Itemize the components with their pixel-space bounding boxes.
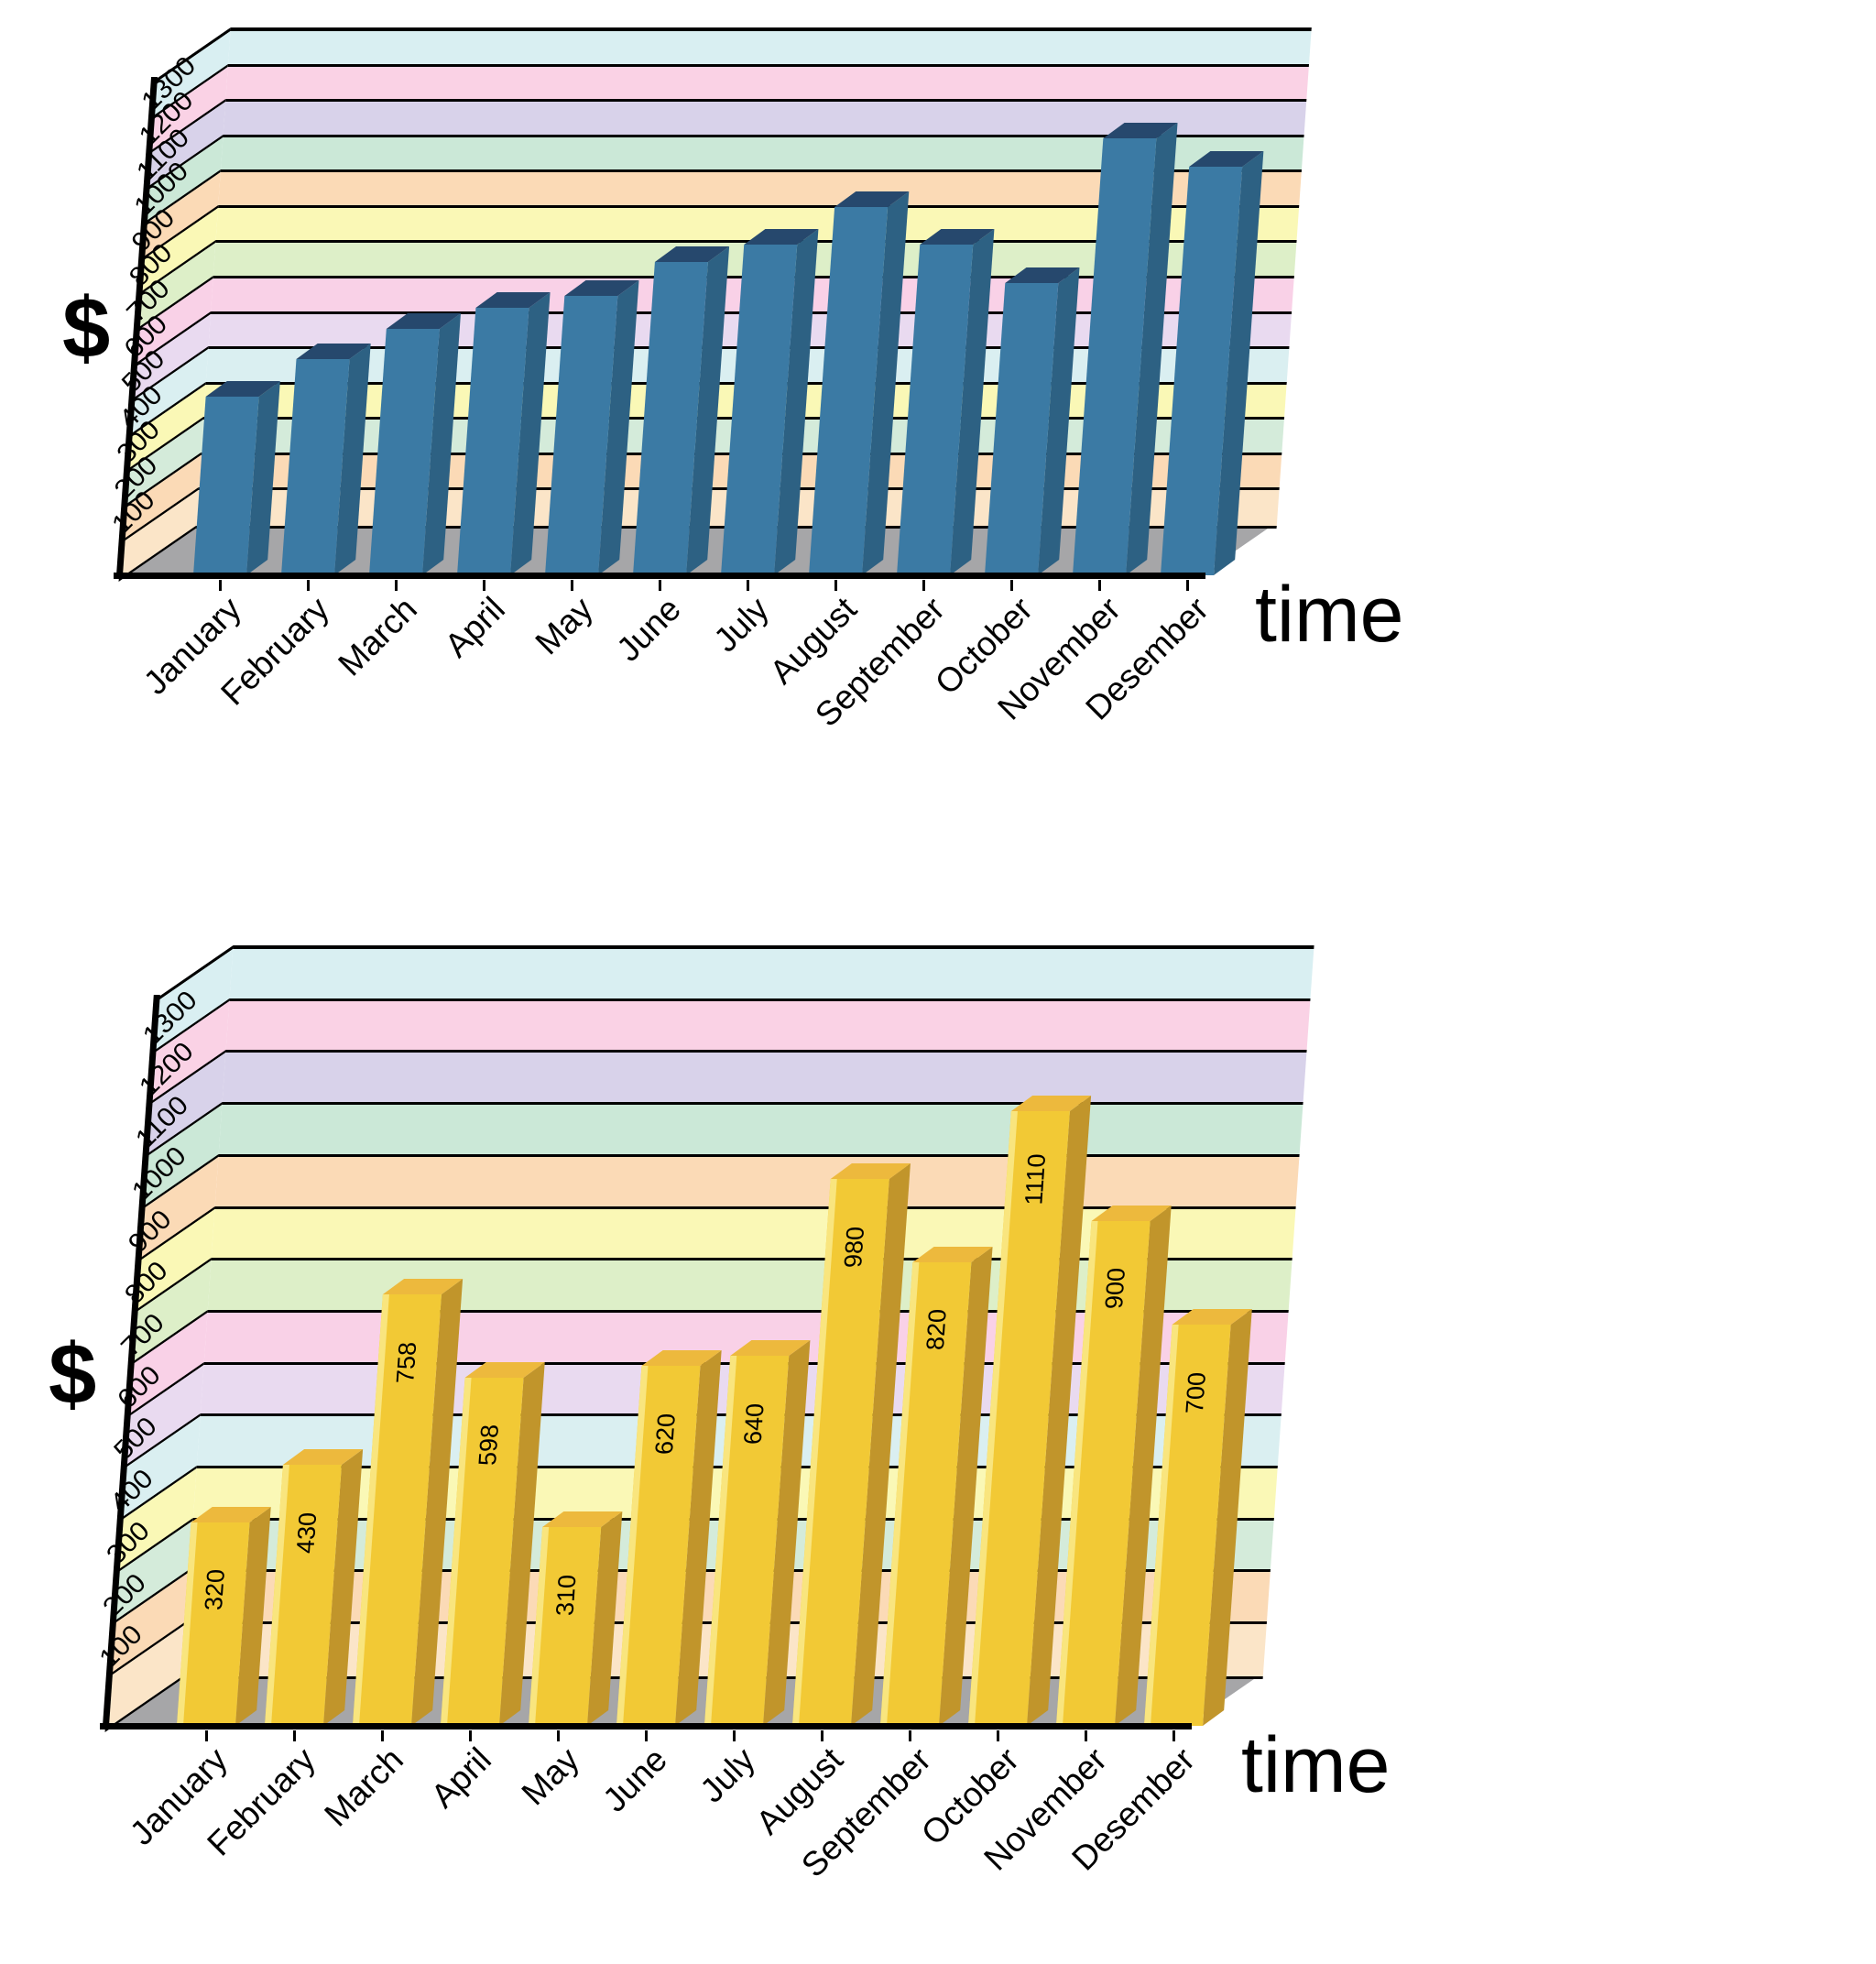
bar-value-label-wrap: 758 xyxy=(375,1307,441,1417)
bar-value-label-wrap: 598 xyxy=(456,1391,522,1500)
plot-3d-area: 100 200 300 400 500 600 700 800 900 1000 1100 1200 1… xyxy=(106,27,1312,582)
bar-value-label: 320 xyxy=(200,1568,231,1611)
bar-value-label: 758 xyxy=(391,1341,422,1383)
x-tick-label: March xyxy=(331,590,424,683)
bar-value-label-wrap: 310 xyxy=(534,1540,600,1650)
bar-value-label: 310 xyxy=(551,1574,583,1616)
bar-value-label-wrap: 430 xyxy=(275,1478,341,1588)
monthly-dollar-chart-blue: 100 200 300 400 500 600 700 800 900 1000 1100 1200 1… xyxy=(62,27,1640,813)
x-axis-line xyxy=(100,1723,1192,1729)
x-axis-title: time xyxy=(1241,1721,1391,1809)
bar-january xyxy=(193,380,280,575)
x-tick-label: June xyxy=(609,590,688,669)
monthly-dollar-chart-yellow: 320 430 758 598 310 620 640 980 820 1110 900 700 100… xyxy=(49,945,1626,1964)
x-tick xyxy=(469,1730,472,1741)
x-tick-label: May xyxy=(528,590,600,662)
grid-band xyxy=(229,949,1314,1001)
y-axis-title: $ xyxy=(62,278,111,376)
x-tick-label: July xyxy=(706,590,776,660)
bar-value-label: 598 xyxy=(474,1424,505,1467)
y-axis-title: $ xyxy=(49,1325,97,1422)
grid-band xyxy=(225,66,1309,103)
bar-value-label-wrap: 820 xyxy=(904,1275,970,1385)
x-tick xyxy=(997,1730,999,1741)
x-tick xyxy=(1186,580,1189,591)
x-tick xyxy=(834,580,837,591)
plot-3d-area: 320 430 758 598 310 620 640 980 820 1110 900 700 100… xyxy=(93,945,1314,1732)
bar-value-label-wrap: 900 xyxy=(1083,1234,1149,1344)
bar-value-label: 820 xyxy=(922,1309,953,1351)
x-tick xyxy=(557,1730,560,1741)
bar-value-label: 980 xyxy=(839,1226,870,1268)
x-tick xyxy=(1085,1730,1087,1741)
bar-value-label-wrap: 640 xyxy=(722,1369,788,1478)
x-axis-title: time xyxy=(1255,571,1404,659)
bar-value-label: 620 xyxy=(650,1413,682,1455)
bar-value-label-wrap: 320 xyxy=(182,1535,248,1645)
bar-value-label: 900 xyxy=(1100,1268,1131,1310)
grid-band xyxy=(225,1000,1311,1053)
grid-band xyxy=(218,1105,1303,1157)
x-tick xyxy=(395,580,398,591)
x-tick xyxy=(293,1730,296,1741)
bar-value-label: 430 xyxy=(291,1511,322,1554)
x-tick-label: July xyxy=(693,1740,762,1810)
bar-value-label: 1110 xyxy=(1020,1153,1052,1206)
grid-band xyxy=(214,1156,1300,1209)
x-tick-label: May xyxy=(514,1740,586,1813)
grid-band xyxy=(227,31,1312,67)
x-tick xyxy=(922,580,925,591)
bar-value-label-wrap: 700 xyxy=(1163,1337,1229,1447)
x-tick xyxy=(659,580,661,591)
bar-value-label: 700 xyxy=(1181,1371,1212,1413)
x-tick xyxy=(645,1730,648,1741)
x-tick-label: April xyxy=(437,590,512,665)
bar-may: 310 xyxy=(529,1511,623,1726)
x-tick xyxy=(747,580,749,591)
bar-value-label-wrap: 620 xyxy=(633,1379,699,1489)
bar-value-label-wrap: 1110 xyxy=(1003,1124,1069,1234)
x-tick xyxy=(381,1730,384,1741)
x-tick xyxy=(307,580,310,591)
x-tick xyxy=(1098,580,1101,591)
x-tick-label: June xyxy=(595,1740,674,1819)
x-tick xyxy=(205,1730,208,1741)
bar-january: 320 xyxy=(177,1506,271,1726)
x-tick xyxy=(219,580,222,591)
x-tick xyxy=(483,580,485,591)
x-tick xyxy=(733,1730,736,1741)
x-tick xyxy=(909,1730,911,1741)
x-tick xyxy=(1010,580,1013,591)
x-tick xyxy=(1172,1730,1175,1741)
bar-value-label: 640 xyxy=(738,1402,770,1445)
x-tick xyxy=(571,580,573,591)
grid-band xyxy=(222,1053,1307,1106)
x-axis-line xyxy=(114,573,1205,579)
bar-value-label-wrap: 980 xyxy=(822,1192,888,1302)
x-tick-label: April xyxy=(423,1740,498,1816)
x-tick-label: March xyxy=(317,1740,410,1834)
x-tick xyxy=(821,1730,823,1741)
